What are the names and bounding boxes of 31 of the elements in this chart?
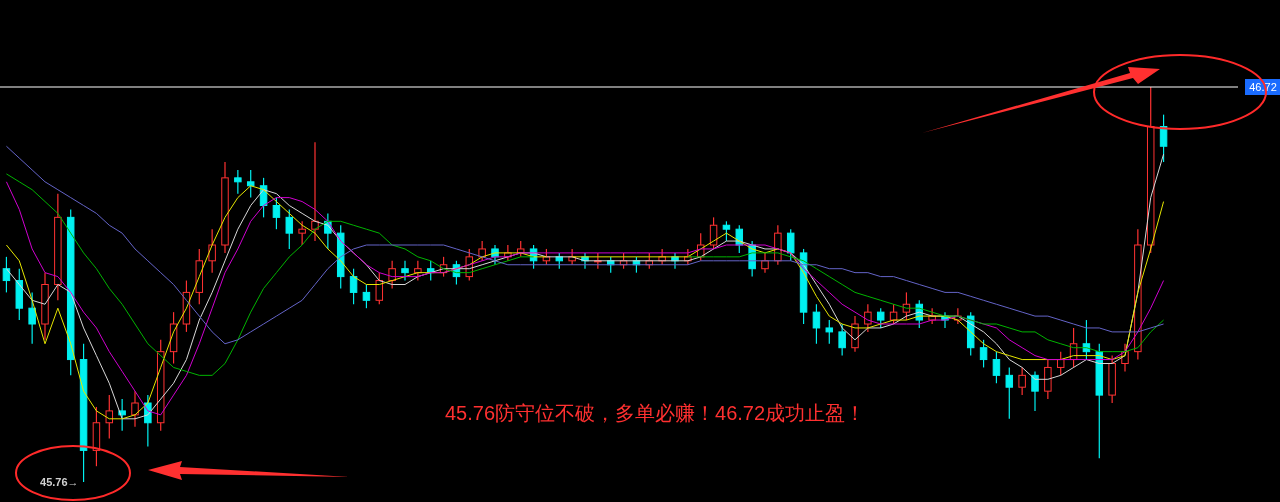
candlestick	[992, 351, 1001, 384]
candlestick	[105, 394, 114, 440]
candlestick	[298, 220, 306, 246]
candlestick	[979, 339, 988, 369]
candlestick	[272, 197, 281, 230]
candlestick	[838, 323, 846, 357]
candlestick	[208, 228, 216, 274]
candlestick	[234, 169, 242, 195]
candlestick	[825, 319, 834, 345]
candlestick	[131, 390, 139, 428]
candlestick	[864, 303, 872, 333]
candlestick	[1044, 358, 1052, 400]
candlestick	[1031, 370, 1039, 412]
candlestick	[876, 307, 885, 329]
candlestick	[349, 268, 358, 305]
candlestick	[375, 272, 384, 305]
candlestick	[812, 303, 821, 345]
annotation: 45.76→	[40, 475, 79, 488]
candlestick	[1056, 351, 1065, 376]
candlestick	[246, 169, 255, 199]
candlestick	[401, 260, 409, 282]
candlestick	[761, 252, 769, 274]
candlestick	[786, 228, 795, 262]
candlestick	[28, 291, 36, 345]
candlestick	[722, 220, 731, 242]
candlestick	[1018, 366, 1026, 396]
candlestick	[285, 208, 294, 250]
candlestick	[118, 398, 126, 432]
candlestick	[1005, 366, 1014, 420]
annotation: 45.76防守位不破，多单必赚！46.72成功止盈！	[445, 401, 866, 426]
candlestick	[362, 283, 371, 309]
